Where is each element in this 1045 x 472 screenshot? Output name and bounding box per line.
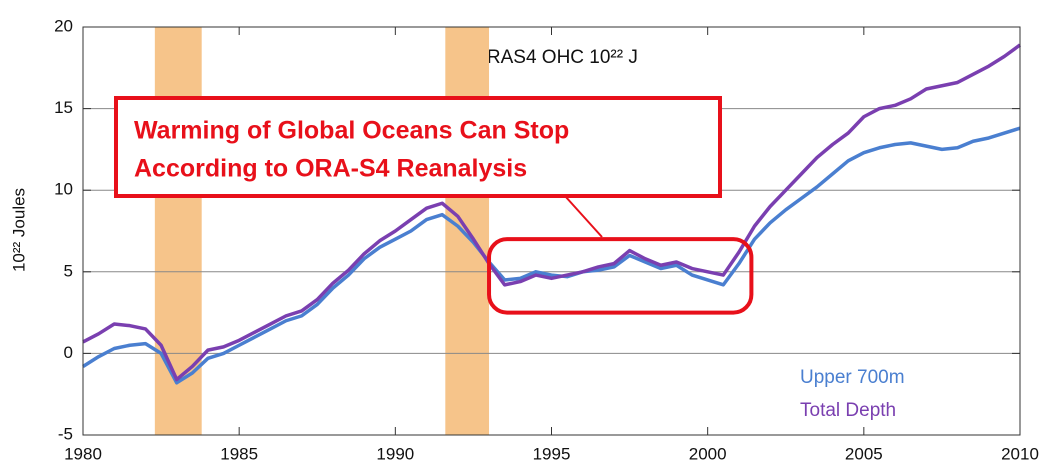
- chart-title: ORAS4 OHC 10²² J: [472, 47, 638, 68]
- plot-frame: [82, 26, 1021, 436]
- x-tick-label: 1985: [220, 444, 258, 463]
- shaded-period: [154, 27, 202, 435]
- annotation-line: According to ORA-S4 Reanalysis: [134, 155, 527, 183]
- annotation-line: Warming of Global Oceans Can Stop: [134, 117, 569, 145]
- x-tick-label: 2000: [689, 444, 727, 463]
- x-tick-label: 2010: [1001, 444, 1039, 463]
- legend-label: Upper 700m: [800, 367, 905, 388]
- annotation-box: [114, 96, 722, 198]
- annotation-pointer: [564, 195, 603, 238]
- y-tick-label: 10: [54, 180, 73, 199]
- y-tick-label: 15: [54, 98, 73, 117]
- y-tick-label: 0: [64, 343, 73, 362]
- x-tick-label: 1980: [64, 444, 102, 463]
- y-tick-label: -5: [58, 424, 73, 443]
- legend-label: Total Depth: [800, 400, 896, 421]
- x-tick-label: 1990: [376, 444, 414, 463]
- y-axis-label: 10²² Joules: [9, 188, 28, 272]
- x-tick-label: 2005: [845, 444, 883, 463]
- x-tick-label: 1995: [533, 444, 571, 463]
- data-line: [82, 126, 1021, 385]
- data-line: [82, 43, 1022, 382]
- y-tick-label: 20: [54, 16, 73, 35]
- highlight: [487, 237, 754, 315]
- y-tick-label: 5: [64, 261, 73, 280]
